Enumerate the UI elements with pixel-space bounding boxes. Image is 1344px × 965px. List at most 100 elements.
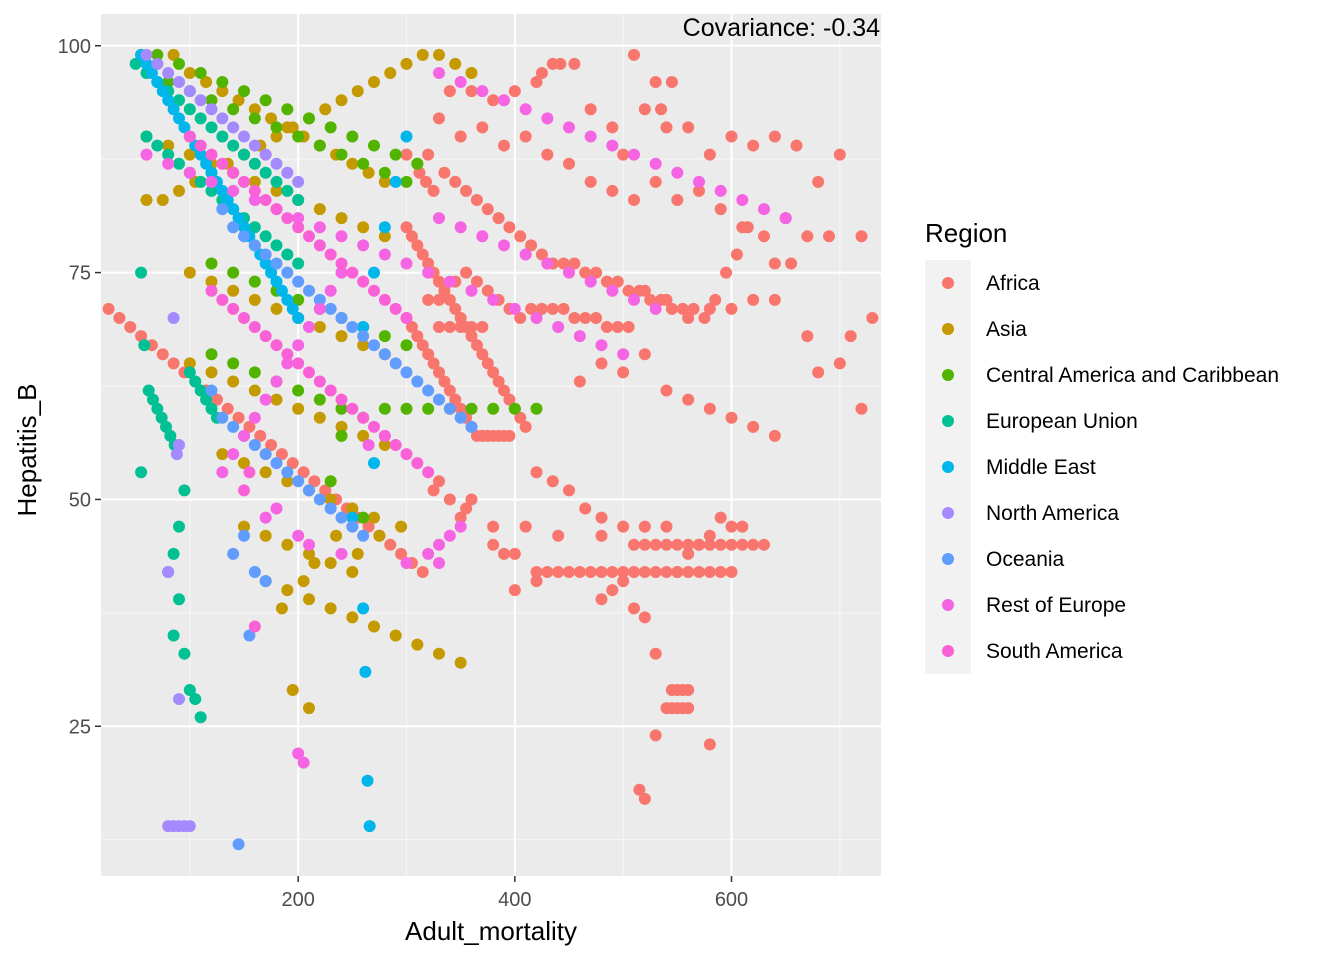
data-point (357, 429, 370, 442)
data-point (351, 547, 364, 560)
data-point (248, 321, 261, 334)
data-point (221, 194, 234, 207)
data-point (433, 475, 445, 488)
data-point (286, 457, 299, 470)
data-point (503, 429, 516, 442)
data-point (649, 302, 662, 315)
data-point (292, 402, 305, 415)
data-point (649, 157, 662, 170)
data-point (720, 266, 733, 279)
data-point (303, 112, 315, 125)
legend-key (942, 599, 954, 611)
data-point (590, 266, 603, 279)
data-point (140, 130, 153, 143)
data-point (346, 502, 359, 515)
data-point (595, 529, 608, 542)
data-point (476, 348, 489, 361)
data-point (725, 520, 738, 533)
data-point (433, 321, 445, 334)
data-point (671, 538, 684, 551)
data-point (628, 566, 640, 579)
data-point (433, 212, 445, 225)
data-point (248, 439, 261, 451)
data-point (470, 339, 483, 352)
data-point (259, 94, 272, 107)
data-point (259, 230, 272, 243)
data-point (162, 157, 175, 170)
data-point (216, 448, 229, 461)
data-point (286, 302, 299, 315)
data-point (281, 266, 294, 279)
data-point (173, 184, 185, 197)
data-point (173, 439, 185, 451)
data-point (335, 311, 348, 324)
data-point (313, 293, 326, 306)
data-point (703, 529, 716, 542)
data-point (530, 466, 543, 479)
data-point (481, 357, 494, 370)
data-point (400, 556, 413, 569)
x-axis-label: Adult_mortality (405, 916, 577, 946)
data-point (351, 85, 364, 98)
data-point (210, 393, 223, 406)
data-point (183, 683, 196, 696)
data-point (660, 520, 673, 533)
data-point (514, 230, 527, 243)
data-point (313, 321, 326, 334)
data-point (200, 76, 213, 89)
data-point (785, 257, 798, 270)
data-point (508, 584, 521, 597)
data-point (167, 48, 180, 61)
data-point (443, 402, 456, 415)
data-point (357, 330, 370, 343)
data-point (422, 266, 435, 279)
data-point (535, 248, 548, 261)
data-point (205, 384, 218, 397)
data-point (178, 121, 191, 134)
data-point (422, 402, 435, 415)
data-point (303, 702, 315, 715)
data-point (183, 820, 196, 833)
data-point (248, 384, 261, 397)
data-point (422, 293, 435, 306)
data-point (205, 166, 218, 179)
data-point (227, 103, 240, 116)
data-point (357, 339, 370, 352)
data-point (638, 538, 651, 551)
data-point (498, 239, 510, 252)
data-point (362, 166, 375, 179)
data-point (433, 293, 445, 306)
data-point (346, 130, 359, 143)
data-point (378, 175, 391, 188)
data-point (248, 366, 261, 379)
data-point (275, 602, 288, 615)
legend-label: Asia (986, 318, 1027, 341)
data-point (270, 275, 283, 288)
data-point (357, 511, 370, 524)
data-point (227, 375, 240, 388)
data-point (313, 411, 326, 424)
data-point (173, 593, 185, 606)
data-point (552, 321, 565, 334)
data-point (454, 411, 467, 424)
data-point (324, 248, 337, 261)
data-point (703, 148, 716, 161)
major-gridlines (101, 14, 881, 876)
data-point (606, 121, 619, 134)
data-point (378, 402, 391, 415)
data-point (227, 266, 240, 279)
data-point (563, 266, 575, 279)
data-point (519, 130, 532, 143)
data-point (730, 248, 743, 261)
data-point (503, 221, 516, 234)
data-point (465, 284, 478, 297)
data-point (227, 284, 240, 297)
data-point (416, 339, 429, 352)
data-point (443, 275, 456, 288)
data-point (259, 248, 272, 261)
data-point (552, 566, 565, 579)
data-point (216, 85, 229, 98)
data-point (389, 357, 402, 370)
data-point (454, 656, 467, 669)
data-point (584, 130, 597, 143)
